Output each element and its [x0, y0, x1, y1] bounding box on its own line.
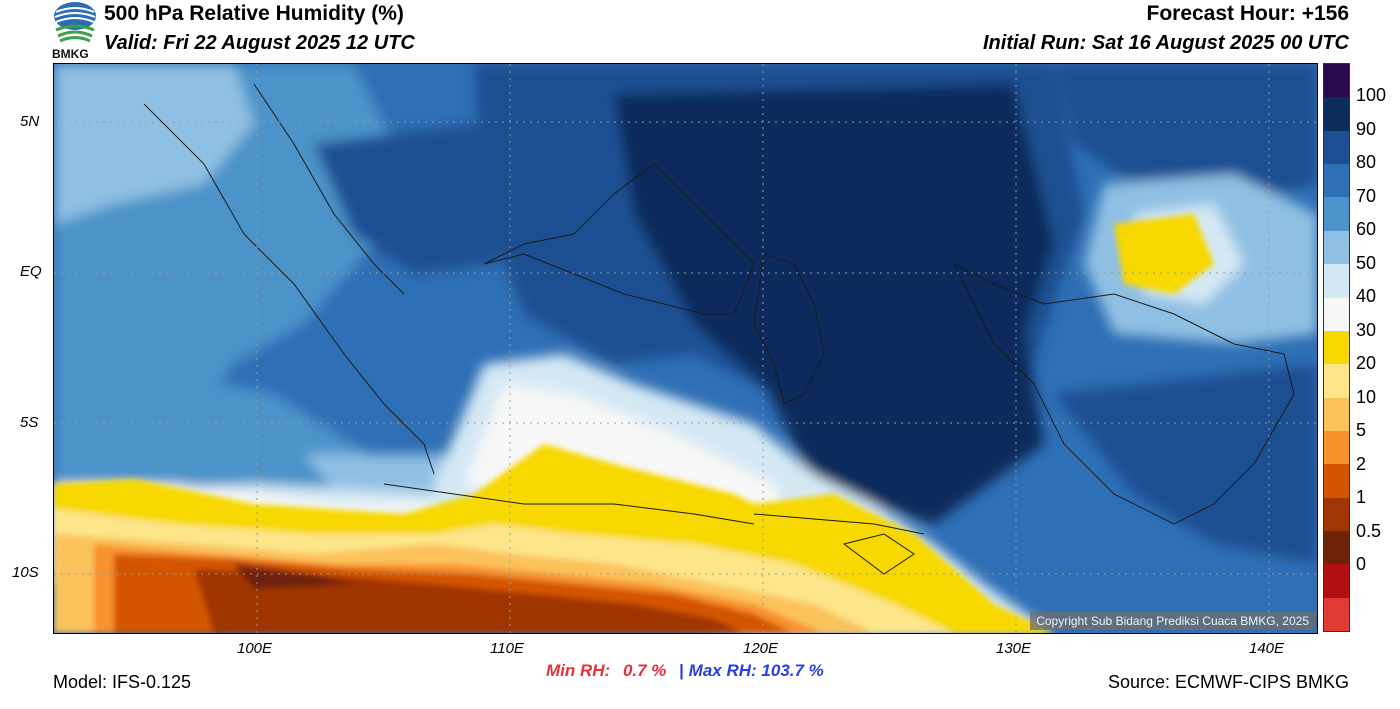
lon-label-120e: 120E	[743, 640, 779, 657]
valid-time: Valid: Fri 22 August 2025 12 UTC	[104, 32, 415, 54]
colorbar-swatch	[1324, 330, 1349, 365]
colorbar-swatch	[1324, 130, 1349, 165]
colorbar-swatch	[1324, 397, 1349, 431]
colorbar-label: 70	[1356, 185, 1377, 206]
lat-label-10s: 10S	[12, 564, 39, 581]
colorbar-label: 0	[1356, 554, 1367, 575]
forecast-hour: Forecast Hour: +156	[1146, 2, 1350, 25]
colorbar-label: 30	[1356, 319, 1377, 340]
colorbar-label: 90	[1356, 118, 1377, 139]
colorbar-label: 100	[1356, 85, 1387, 106]
colorbar-swatch	[1324, 597, 1349, 632]
colorbar-label: 40	[1356, 286, 1377, 307]
copyright-notice: Copyright Sub Bidang Prediksi Cuaca BMKG…	[1030, 612, 1315, 630]
colorbar-swatch	[1324, 64, 1349, 98]
lat-label-5n: 5N	[20, 113, 40, 130]
min-max-readout: Min RH: 0.7 % | Max RH: 103.7 %	[546, 661, 824, 681]
colorbar-swatch	[1324, 264, 1349, 298]
colorbar-label: 0.5	[1356, 520, 1382, 541]
coastlines	[143, 83, 1295, 575]
source-label: Source: ECMWF-CIPS BMKG	[1107, 672, 1349, 692]
colorbar-swatch	[1324, 297, 1349, 331]
humidity-field	[54, 64, 1317, 633]
colorbar-swatch	[1324, 164, 1349, 198]
colorbar-swatch	[1324, 364, 1349, 398]
colorbar-swatch	[1324, 230, 1349, 265]
bmkg-logo: BMKG	[50, 0, 100, 62]
colorbar-swatch	[1324, 430, 1349, 465]
lon-label-110e: 110E	[490, 640, 524, 657]
colorbar-swatch	[1324, 464, 1349, 498]
min-rh-label: Min RH:	[546, 661, 611, 680]
colorbar	[1323, 63, 1350, 632]
colorbar-swatch	[1324, 531, 1349, 565]
colorbar-label: 1	[1356, 487, 1367, 508]
minmax-separator: |	[679, 661, 684, 680]
lon-label-140e: 140E	[1249, 640, 1285, 657]
svg-text:BMKG: BMKG	[52, 47, 89, 61]
min-rh-value: 0.7 %	[622, 661, 667, 680]
colorbar-label: 2	[1356, 453, 1367, 474]
colorbar-swatch	[1324, 97, 1349, 131]
gridlines	[54, 64, 1317, 633]
lon-label-130e: 130E	[996, 640, 1032, 657]
colorbar-label: 5	[1356, 420, 1367, 441]
max-rh-label: Max RH:	[688, 661, 757, 680]
initial-run: Initial Run: Sat 16 August 2025 00 UTC	[982, 32, 1349, 54]
colorbar-label: 50	[1356, 252, 1377, 273]
colorbar-label: 10	[1356, 386, 1377, 407]
colorbar-swatch	[1324, 197, 1349, 231]
colorbar-swatch	[1324, 497, 1349, 532]
colorbar-label: 20	[1356, 353, 1377, 374]
lon-label-100e: 100E	[237, 640, 273, 657]
model-label: Model: IFS-0.125	[53, 672, 192, 692]
colorbar-label: 80	[1356, 152, 1377, 173]
chart-title: 500 hPa Relative Humidity (%)	[104, 2, 404, 25]
lat-label-5s: 5S	[20, 414, 39, 431]
humidity-map	[53, 63, 1318, 634]
colorbar-swatch	[1324, 564, 1349, 598]
max-rh-value: 103.7 %	[761, 661, 824, 680]
colorbar-label: 60	[1356, 219, 1377, 240]
lat-label-eq: EQ	[20, 263, 42, 280]
